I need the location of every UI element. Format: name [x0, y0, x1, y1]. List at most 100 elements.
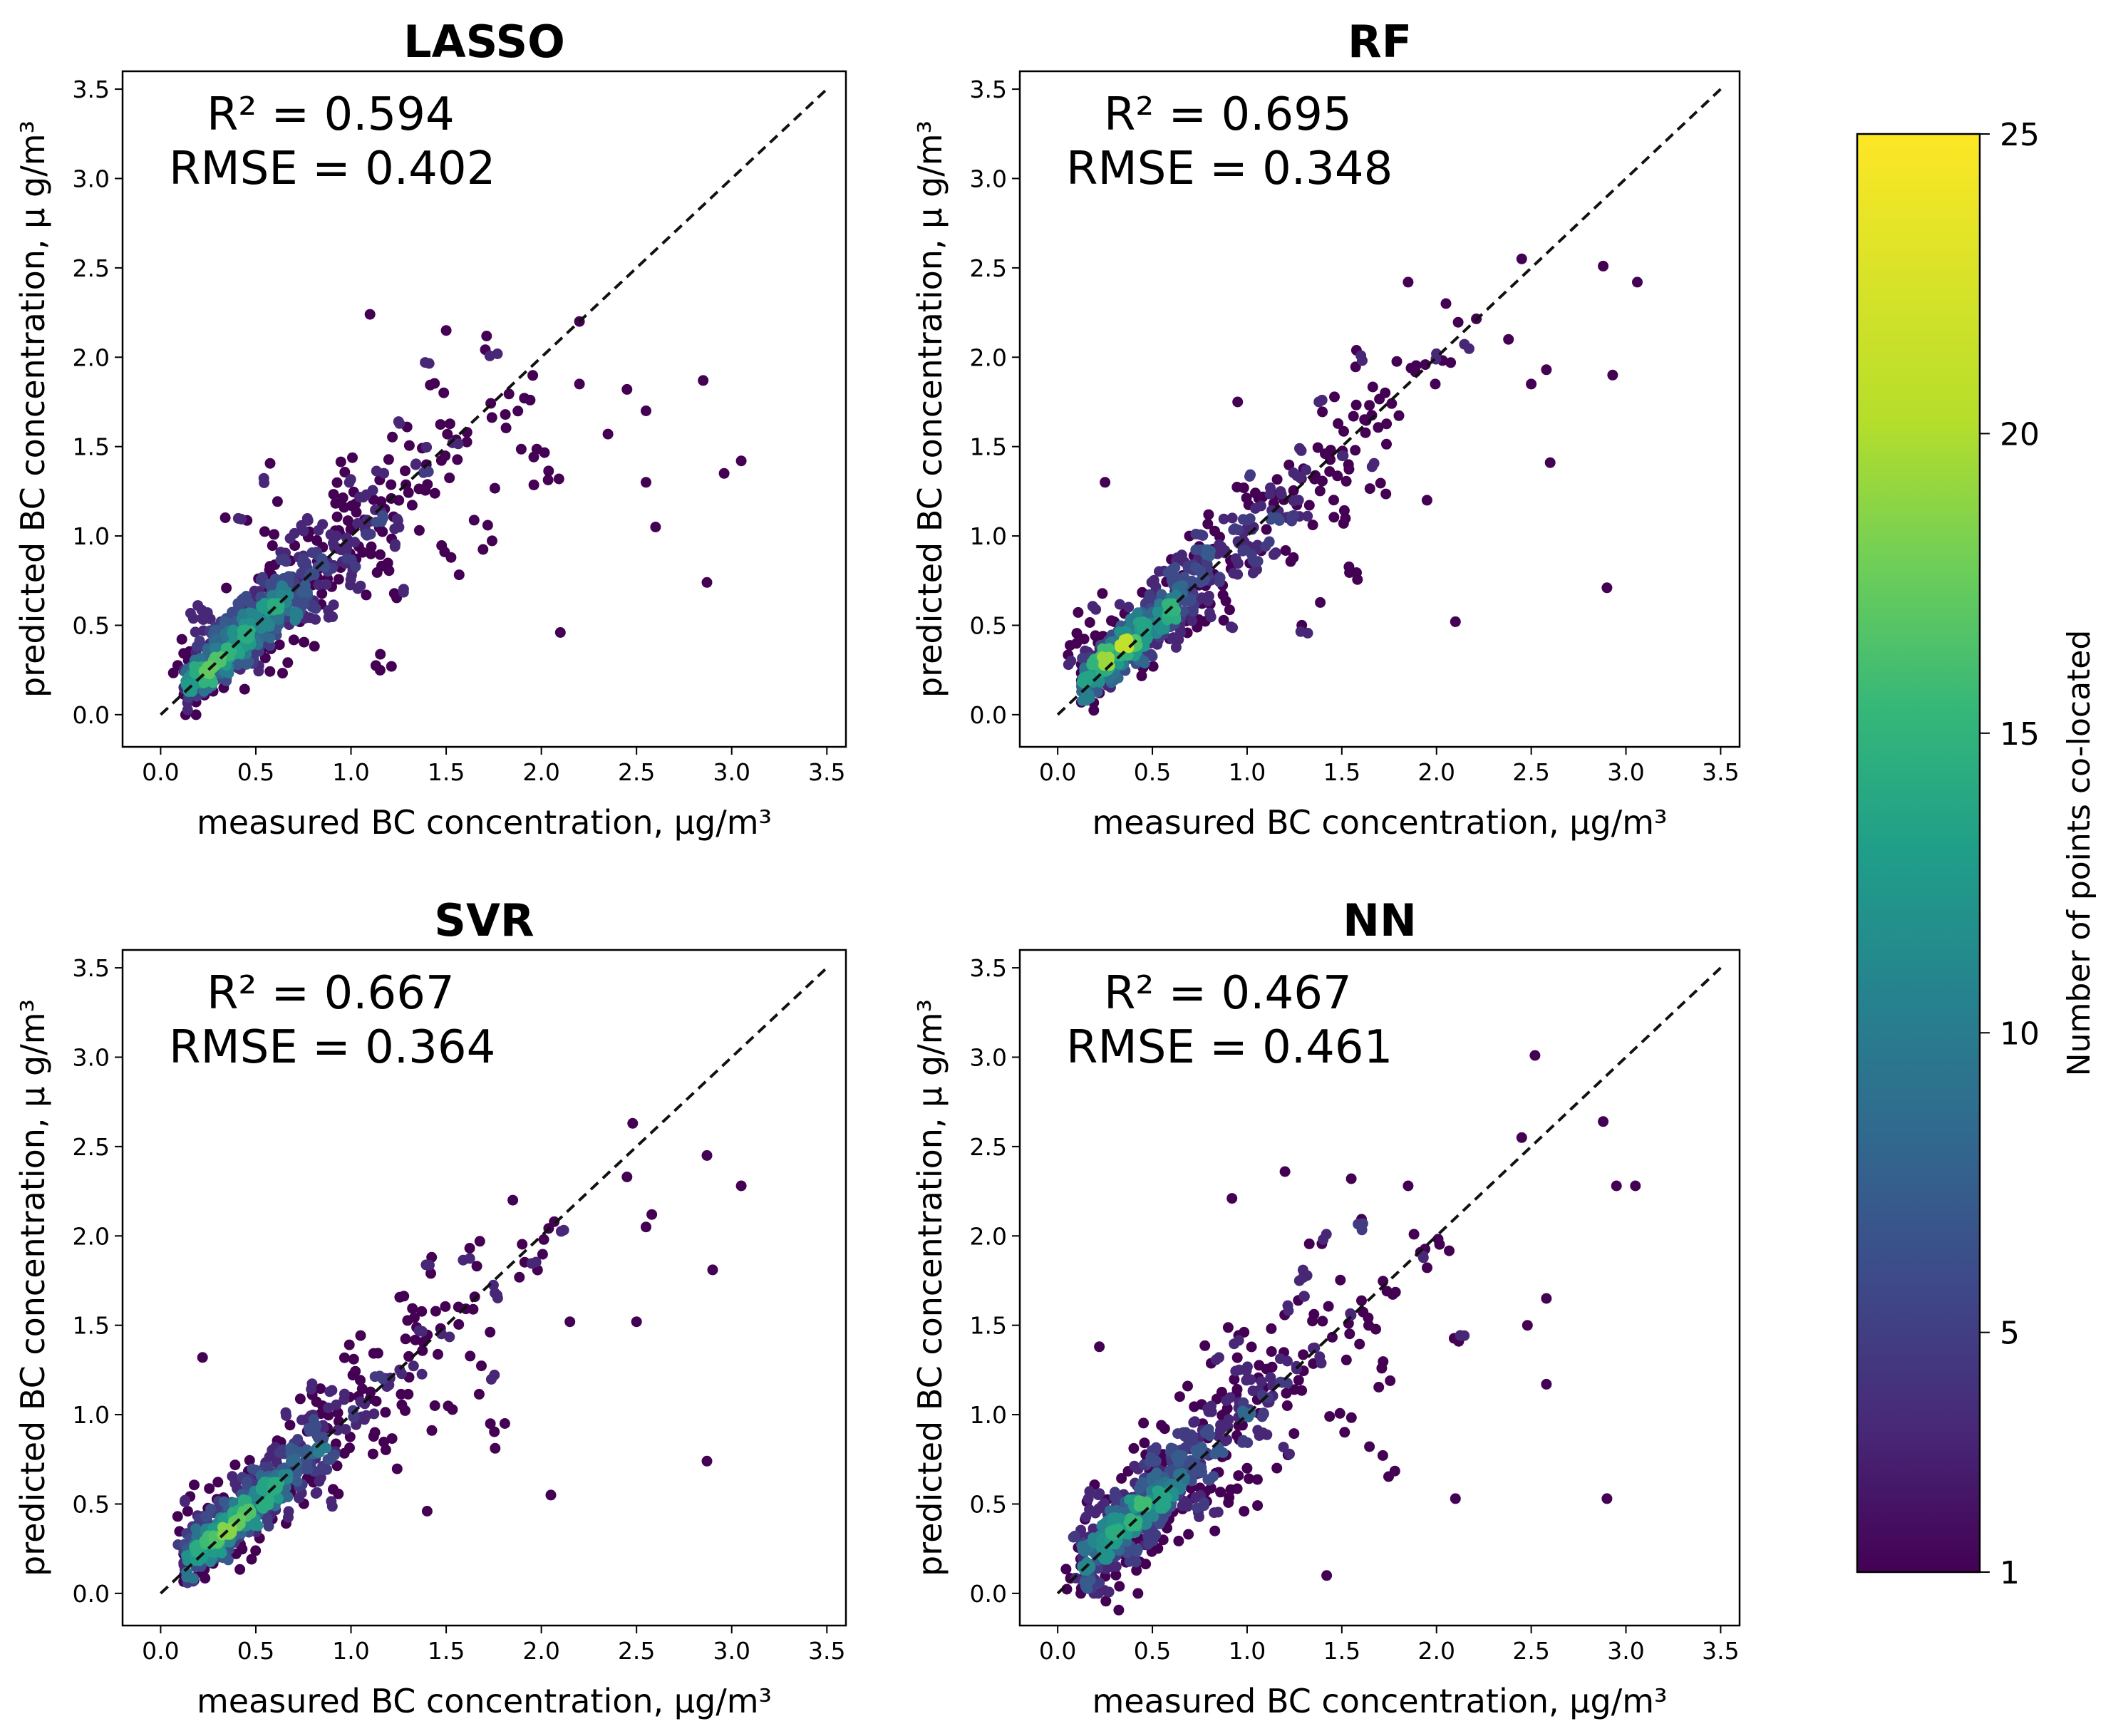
scatter-point [1229, 1338, 1240, 1350]
scatter-points [1063, 253, 1643, 716]
y-axis-label: predicted BC concentration, μ g/m³ [14, 120, 52, 698]
y-tick-label: 3.0 [73, 1043, 110, 1071]
scatter-point [1307, 520, 1318, 531]
x-tick-label: 1.5 [1323, 1637, 1360, 1665]
scatter-point [1291, 470, 1303, 482]
y-tick-label: 2.0 [73, 343, 110, 371]
scatter-point [542, 475, 554, 485]
x-tick-label: 0.5 [237, 1637, 274, 1665]
scatter-point [1189, 1416, 1201, 1427]
scatter-point [267, 540, 278, 552]
x-tick-label: 2.5 [618, 1637, 655, 1665]
scatter-point [1432, 1234, 1444, 1245]
y-tick-label: 1.0 [970, 1401, 1007, 1429]
scatter-point [1393, 410, 1405, 421]
x-tick-label: 2.0 [1417, 758, 1455, 786]
scatter-point [239, 683, 250, 695]
x-tick-label: 2.5 [1512, 1637, 1549, 1665]
scatter-point [1080, 1512, 1092, 1523]
scatter-point [1114, 1581, 1125, 1592]
scatter-point [602, 428, 614, 440]
scatter-point [200, 1573, 211, 1584]
scatter-point [1317, 1316, 1328, 1327]
x-tick-label: 1.5 [428, 1637, 465, 1665]
rmse-annotation: RMSE = 0.461 [1066, 1021, 1393, 1074]
scatter-point [1376, 1363, 1388, 1374]
scatter-point [408, 1312, 420, 1323]
scatter-point [180, 1496, 190, 1507]
scatter-point [1285, 556, 1296, 567]
scatter-point [394, 418, 406, 429]
scatter-point [269, 529, 280, 540]
y-tick-label: 0.5 [970, 1490, 1007, 1518]
scatter-point [1335, 1274, 1346, 1286]
scatter-point [1544, 457, 1556, 468]
scatter-point [1203, 590, 1214, 601]
scatter-point [460, 1303, 472, 1315]
scatter-point [1150, 582, 1162, 593]
scatter-point [444, 1331, 455, 1343]
scatter-point [1117, 638, 1129, 649]
scatter-point [311, 1487, 323, 1498]
scatter-point [274, 604, 284, 615]
scatter-point [376, 496, 387, 507]
scatter-point [370, 660, 381, 671]
y-tick-label: 2.0 [73, 1222, 110, 1250]
scatter-point [333, 574, 344, 585]
scatter-point [321, 579, 332, 590]
scatter-point [482, 520, 493, 531]
scatter-point [1258, 1408, 1269, 1420]
y-tick-label: 0.0 [970, 701, 1007, 729]
scatter-point [1226, 1193, 1238, 1204]
scatter-point [1226, 512, 1238, 524]
scatter-point [487, 535, 497, 547]
scatter-point [1238, 1408, 1249, 1420]
x-tick-label: 2.5 [1512, 758, 1549, 786]
scatter-point [1294, 443, 1305, 454]
scatter-point [1114, 599, 1125, 610]
scatter-point [396, 1368, 408, 1380]
scatter-point [1309, 1342, 1321, 1353]
scatter-point [394, 1291, 406, 1303]
scatter-point [1103, 1586, 1115, 1598]
y-tick-label: 2.5 [73, 254, 110, 282]
scatter-point [1247, 554, 1259, 566]
scatter-point [1288, 1384, 1300, 1395]
scatter-point [315, 1383, 326, 1395]
scatter-point [452, 454, 463, 465]
plot-frame [1018, 70, 1741, 748]
scatter-point [650, 522, 661, 532]
scatter-point [1314, 485, 1326, 497]
scatter-point [486, 412, 497, 423]
scatter-point [423, 358, 435, 369]
y-axis-label: predicted BC concentration, μ g/m³ [911, 999, 949, 1576]
colorbar-tick-label: 20 [2000, 416, 2040, 453]
scatter-point [1229, 1374, 1240, 1385]
scatter-point [1632, 277, 1643, 288]
scatter-point [366, 548, 376, 559]
scatter-point [316, 553, 328, 564]
x-tick-label: 3.5 [1702, 758, 1739, 786]
scatter-point [514, 1271, 525, 1283]
scatter-points [1060, 1050, 1641, 1616]
scatter-point [331, 530, 342, 542]
chart-title: SVR [434, 894, 534, 946]
scatter-point [1611, 1180, 1622, 1192]
scatter-point [429, 1400, 440, 1411]
scatter-point [221, 582, 232, 594]
scatter-point [1356, 1224, 1368, 1236]
scatter-point [1271, 1462, 1283, 1474]
scatter-point [1069, 1530, 1080, 1541]
scatter-point [257, 1484, 269, 1496]
scatter-point [426, 1425, 438, 1436]
scatter-point [641, 477, 651, 488]
scatter-point [1348, 410, 1359, 422]
scatter-point [1145, 649, 1157, 660]
scatter-point [339, 1388, 350, 1400]
scatter-point [182, 704, 193, 715]
scatter-point [348, 1353, 359, 1365]
scatter-point [1202, 1474, 1214, 1485]
scatter-point [342, 515, 353, 527]
scatter-point [1345, 1173, 1357, 1184]
scatter-point [698, 375, 709, 386]
